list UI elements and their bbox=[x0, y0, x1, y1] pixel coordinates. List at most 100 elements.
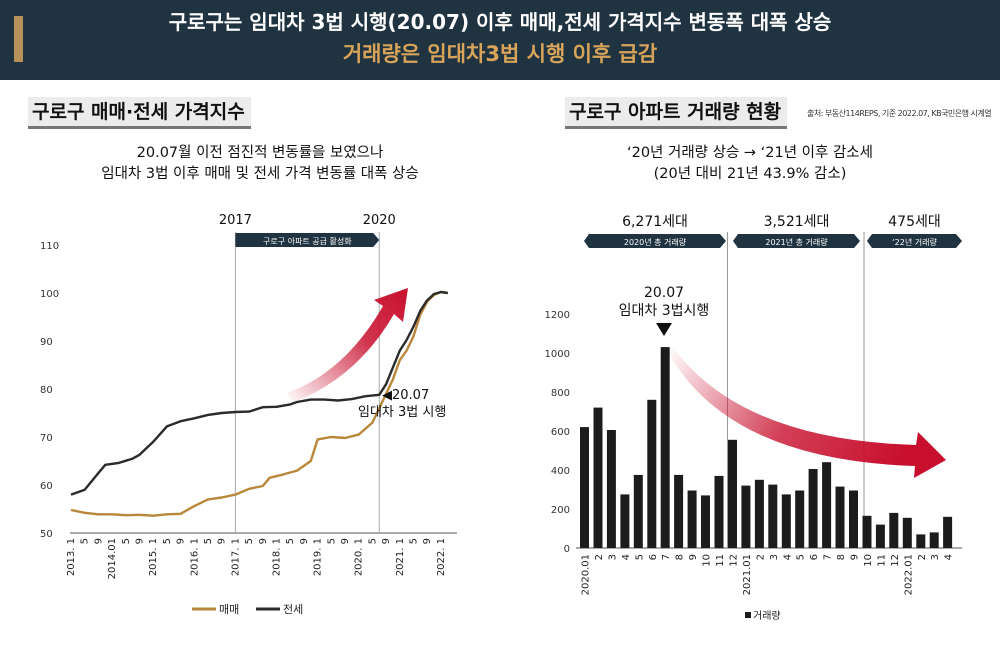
annotation-text: 임대차 3법 시행 bbox=[358, 404, 446, 420]
legend-label: 전세 bbox=[283, 603, 303, 616]
x-tick-label: 2019. 1 bbox=[313, 538, 324, 576]
volume-bar bbox=[889, 512, 899, 548]
x-tick-label: 7 bbox=[661, 554, 672, 560]
x-tick-label: 2018. 1 bbox=[272, 538, 283, 576]
x-tick-label: 4 bbox=[944, 554, 955, 560]
x-tick-label: 5 bbox=[796, 554, 807, 560]
volume-bar bbox=[849, 490, 858, 548]
volume-bar bbox=[741, 485, 751, 548]
volume-bar bbox=[714, 475, 724, 549]
x-tick-label: 2021.01 bbox=[742, 554, 753, 595]
x-tick-label: 4 bbox=[621, 554, 632, 560]
x-tick-label: 9 bbox=[381, 538, 392, 544]
year-total-banner-label: 2020년 총 거래량 bbox=[624, 237, 687, 247]
x-tick-label: 5 bbox=[244, 538, 255, 544]
volume-bar bbox=[902, 517, 912, 548]
year-total-banner-label: 2021년 총 거래량 bbox=[765, 237, 828, 247]
x-tick-label: 12 bbox=[728, 554, 739, 567]
transaction-volume-chart: 1200 1000 800 600 400 200 0 6,271세대 2020년 총 거래량… bbox=[545, 214, 962, 622]
x-tick-label: 9 bbox=[688, 554, 699, 560]
left-desc-line1: 20.07월 이전 점진적 변동률을 보였으나 bbox=[136, 145, 384, 161]
volume-bar bbox=[768, 484, 778, 548]
year-total-banner bbox=[584, 234, 726, 248]
x-tick-label: 2022. 1 bbox=[436, 538, 447, 576]
volume-bar bbox=[606, 430, 616, 548]
x-tick-label: 2013. 1 bbox=[66, 538, 77, 576]
x-tick-label: 2 bbox=[755, 554, 766, 560]
x-tick-label: 5 bbox=[634, 554, 645, 560]
volume-bar bbox=[674, 474, 684, 548]
volume-bar bbox=[701, 495, 710, 548]
x-tick-label: 5 bbox=[409, 538, 420, 544]
volume-bar bbox=[943, 516, 953, 548]
x-tick-label: 2021. 1 bbox=[395, 538, 406, 576]
y-tick-label: 100 bbox=[40, 289, 59, 300]
volume-bar bbox=[795, 490, 805, 548]
x-tick-label: 6 bbox=[809, 554, 820, 560]
x-tick-label: 5 bbox=[203, 538, 214, 544]
x-tick-label: 2022.01 bbox=[903, 554, 914, 595]
x-tick-label: 10 bbox=[702, 554, 713, 567]
year-marker-label: 2017 bbox=[219, 213, 252, 228]
legend-label: 거래량 bbox=[753, 610, 781, 622]
volume-bar bbox=[808, 469, 818, 548]
volume-bar bbox=[660, 347, 670, 548]
x-tick-label: 6 bbox=[648, 554, 659, 560]
x-tick-label: 10 bbox=[863, 554, 874, 567]
y-tick-label: 80 bbox=[40, 385, 53, 396]
x-tick-label: 2016. 1 bbox=[189, 538, 200, 576]
volume-bar bbox=[620, 494, 630, 548]
x-tick-label: 3 bbox=[930, 554, 941, 560]
x-tick-label: 3 bbox=[607, 554, 618, 560]
legend-swatch bbox=[745, 612, 751, 618]
y-tick-label: 60 bbox=[40, 481, 53, 492]
volume-bar bbox=[929, 532, 939, 548]
x-tick-label: 2014.01 bbox=[107, 538, 118, 579]
year-total-banner bbox=[733, 234, 860, 248]
page-title: 구로구는 임대차 3법 시행(20.07) 이후 매매,전세 가격지수 변동폭 … bbox=[168, 10, 832, 34]
y-tick-label: 50 bbox=[40, 529, 53, 540]
right-section-title: 구로구 아파트 거래량 현황 bbox=[565, 97, 788, 129]
x-tick-label: 5 bbox=[326, 538, 337, 544]
supply-banner bbox=[235, 233, 380, 247]
x-tick-label: 9 bbox=[422, 538, 433, 544]
year-marker-label: 2020 bbox=[363, 213, 396, 228]
x-tick-label: 9 bbox=[217, 538, 228, 544]
x-tick-label: 5 bbox=[367, 538, 378, 544]
y-tick-label: 90 bbox=[40, 337, 53, 348]
x-tick-label: 2 bbox=[594, 554, 605, 560]
x-tick-label: 9 bbox=[850, 554, 861, 560]
volume-bar bbox=[916, 534, 926, 549]
x-tick-label: 5 bbox=[121, 538, 132, 544]
volume-bar bbox=[875, 524, 885, 548]
volume-bar bbox=[781, 494, 791, 548]
annotation-date: 20.07 bbox=[644, 285, 684, 301]
y-tick-label: 70 bbox=[40, 433, 53, 444]
volume-bar bbox=[687, 490, 697, 548]
header-banner: 구로구는 임대차 3법 시행(20.07) 이후 매매,전세 가격지수 변동폭 … bbox=[0, 0, 1000, 80]
volume-bar bbox=[754, 479, 764, 549]
x-tick-label: 11 bbox=[876, 554, 887, 567]
x-tick-label: 3 bbox=[769, 554, 780, 560]
year-total-label: 475세대 bbox=[888, 214, 940, 230]
right-desc-line2: (20년 대비 21년 43.9% 감소) bbox=[653, 166, 847, 182]
x-tick-label: 11 bbox=[715, 554, 726, 567]
right-desc-line1: ‘20년 거래량 상승 → ‘21년 이후 감소세 bbox=[626, 145, 873, 161]
x-tick-label: 9 bbox=[258, 538, 269, 544]
x-tick-label: 9 bbox=[340, 538, 351, 544]
x-tick-label: 2017. 1 bbox=[230, 538, 241, 576]
y-tick-label: 200 bbox=[551, 505, 570, 516]
x-tick-label: 9 bbox=[93, 538, 104, 544]
y-tick-label: 800 bbox=[551, 388, 570, 399]
annotation-down-triangle-icon bbox=[656, 323, 672, 336]
volume-bar bbox=[862, 515, 872, 548]
y-tick-label: 1200 bbox=[545, 310, 570, 321]
left-section-title: 구로구 매매·전세 가격지수 bbox=[28, 97, 251, 129]
rising-trend-arrow bbox=[287, 288, 408, 403]
x-tick-label: 2020.01 bbox=[581, 554, 592, 595]
legend-label: 매매 bbox=[219, 603, 239, 616]
x-tick-label: 2015. 1 bbox=[148, 538, 159, 576]
volume-bar bbox=[580, 427, 589, 548]
y-tick-label: 400 bbox=[551, 466, 570, 477]
